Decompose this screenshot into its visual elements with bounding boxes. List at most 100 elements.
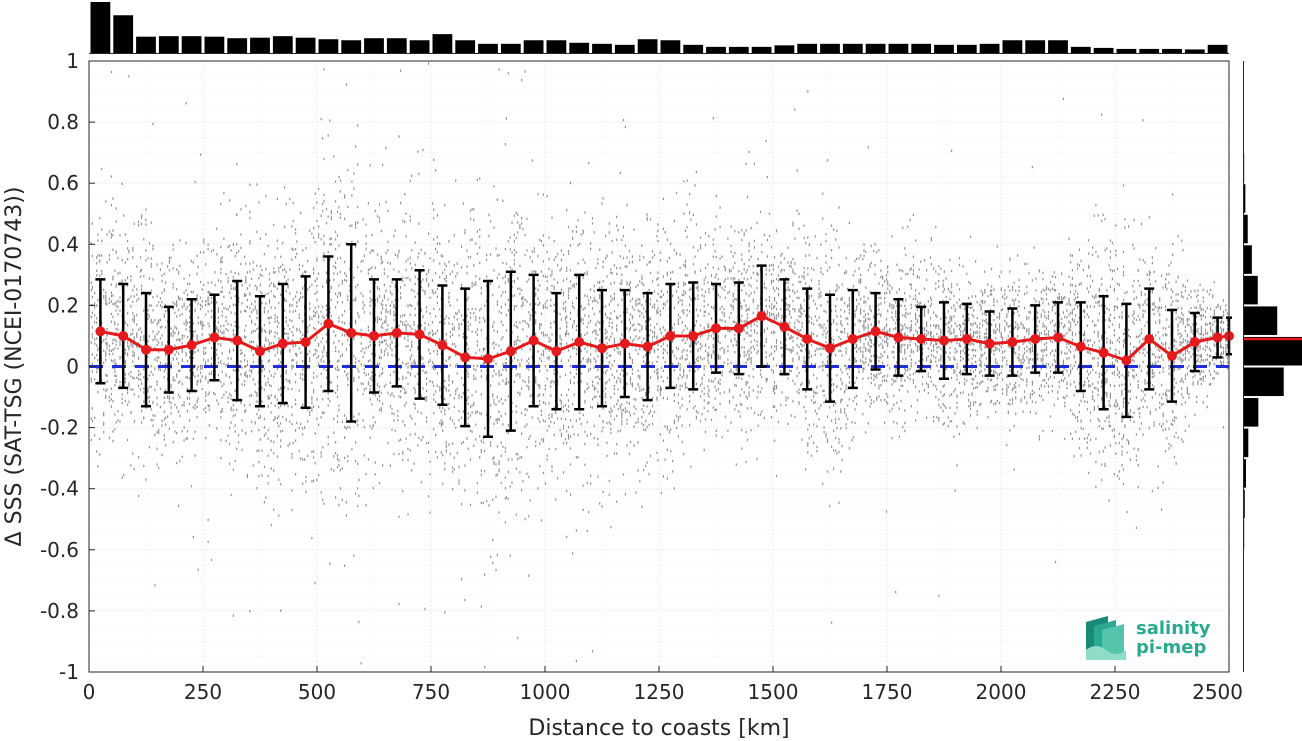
side-histogram-bar (1243, 336, 1302, 366)
x-tick-label: 1250 (634, 680, 685, 704)
x-axis-label: Distance to coasts [km] (528, 716, 789, 741)
mean-point (574, 337, 585, 348)
top-histogram-bar (318, 39, 339, 53)
top-histogram-bar (136, 36, 156, 53)
side-histogram-bar (1243, 459, 1246, 488)
y-tick-label: -0.6 (40, 538, 79, 562)
top-histogram-bar (1070, 46, 1091, 53)
scatter-points (90, 62, 1229, 669)
mean-series (95, 311, 1234, 366)
y-tick-label: -0.2 (40, 416, 79, 440)
top-histogram-bar (797, 43, 818, 53)
top-histogram-bar (1116, 48, 1137, 53)
top-histogram-bar (728, 46, 749, 53)
top-histogram-bar (683, 44, 704, 53)
mean-point (255, 346, 265, 357)
side-histogram (1243, 92, 1302, 549)
top-histogram-bar (614, 44, 635, 53)
top-histogram-bar (1093, 47, 1114, 53)
mean-point (779, 321, 790, 332)
y-tick-labels: -1 -0.8 -0.6 -0.4 -0.2 0 0.2 0.4 0.6 0.8 1 (40, 49, 95, 684)
top-histogram-bar (181, 36, 202, 53)
mean-point (711, 323, 721, 334)
top-histogram-bar (842, 43, 863, 53)
x-tick-label: 500 (298, 680, 336, 704)
mean-point (642, 341, 653, 352)
top-histogram-bar (204, 36, 225, 53)
top-histogram-bar (341, 40, 362, 53)
top-histogram-bar (592, 43, 612, 53)
salinity-pi-mep-logo: salinity pi-mep (1086, 616, 1211, 660)
top-histogram-bar (865, 43, 886, 53)
y-tick-label: 1 (66, 49, 79, 73)
x-tick-label: 750 (412, 680, 450, 704)
mean-point (1121, 355, 1132, 366)
mean-point (870, 326, 881, 337)
x-tick-label: 250 (184, 680, 222, 704)
logo-text-line1: salinity (1136, 618, 1211, 639)
top-histogram-bar (660, 40, 681, 53)
top-histogram-bar (1207, 44, 1228, 53)
y-tick-label: 0.2 (47, 293, 79, 317)
mean-point (118, 330, 129, 341)
mean-point (369, 330, 379, 341)
top-histogram-bar (569, 42, 590, 53)
y-tick-label: 0.4 (47, 232, 79, 256)
x-tick-label: 1000 (520, 680, 571, 704)
mean-point (916, 334, 927, 345)
top-histogram-bar (1139, 48, 1160, 53)
mean-point (733, 323, 744, 334)
mean-point (1189, 337, 1200, 348)
mean-point (505, 346, 516, 357)
top-histogram-bar (888, 43, 909, 53)
y-tick-label: -1 (59, 660, 79, 684)
top-histogram-bar (751, 46, 772, 53)
x-tick-label: 2500 (1192, 680, 1243, 704)
top-histogram-bar (272, 36, 293, 53)
top-histogram-bar (295, 37, 316, 53)
mean-point (1212, 332, 1223, 343)
mean-point (277, 338, 288, 349)
mean-point (825, 343, 835, 354)
mean-point (688, 330, 699, 341)
side-histogram-bar (1243, 184, 1246, 213)
top-histogram-bar (158, 36, 179, 53)
side-histogram-bar (1243, 214, 1248, 244)
mean-point (460, 352, 471, 363)
top-histogram-bar (455, 40, 476, 53)
top-histogram-bar (637, 39, 658, 53)
top-histogram-bar (409, 40, 430, 53)
side-histogram-bar (1243, 428, 1249, 458)
top-histogram-bar (1184, 49, 1205, 53)
logo-text-line2: pi-mep (1136, 637, 1206, 658)
top-histogram-bar (911, 43, 932, 53)
mean-point (802, 334, 813, 345)
x-tick-label: 2250 (1090, 680, 1141, 704)
x-tick-label: 1750 (862, 680, 913, 704)
mean-point (1167, 350, 1177, 361)
y-axis-label: Δ SSS (SAT-TSG (NCEI-0170743)) (2, 187, 27, 547)
mean-point (665, 330, 676, 341)
side-histogram-bar (1243, 245, 1252, 274)
side-histogram-bar (1243, 306, 1278, 335)
mean-point (186, 340, 197, 351)
y-tick-label: -0.8 (40, 599, 79, 623)
mean-point (756, 311, 767, 322)
mean-point (346, 327, 357, 338)
side-histogram-bar (1243, 367, 1284, 397)
mean-point (1030, 334, 1041, 345)
top-histogram-bar (432, 34, 453, 53)
mean-point (961, 334, 972, 345)
top-histogram-bar (523, 40, 544, 53)
side-histogram-bar (1243, 275, 1258, 305)
mean-point (597, 343, 607, 354)
mean-point (619, 338, 630, 349)
top-histogram-bar (1025, 40, 1046, 53)
top-histogram-bar (250, 37, 270, 53)
top-histogram-bar (113, 15, 134, 53)
axes-frames (88, 53, 1244, 673)
mean-point (551, 346, 562, 357)
x-tick-label: 1500 (748, 680, 799, 704)
